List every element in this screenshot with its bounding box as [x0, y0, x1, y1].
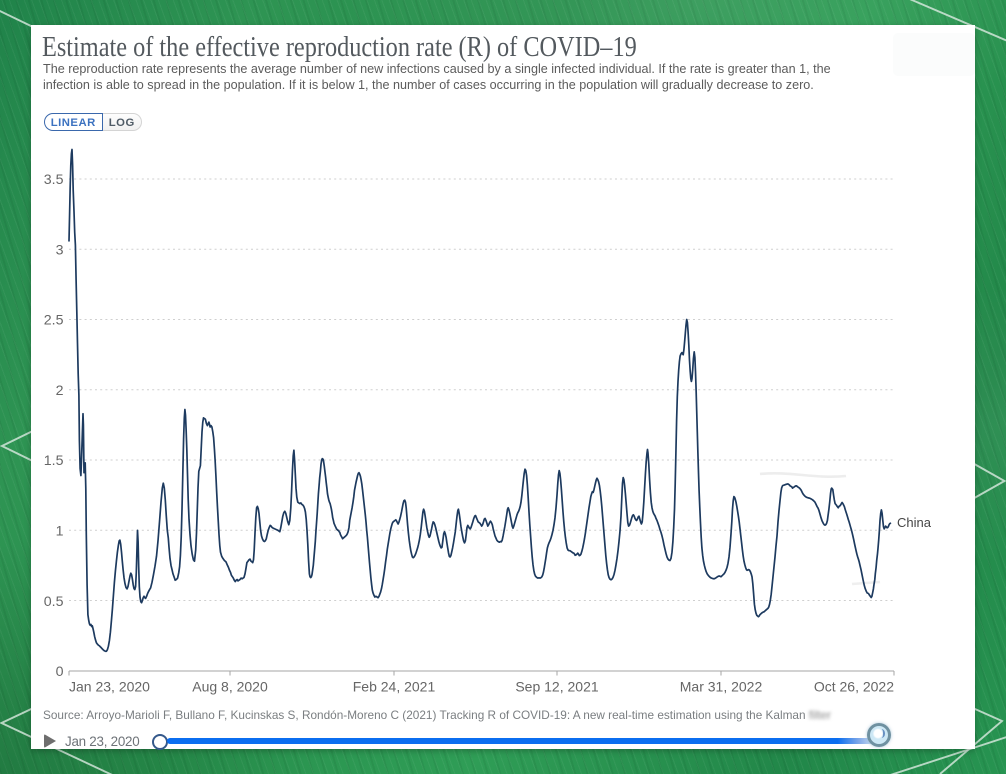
svg-text:Mar 31, 2022: Mar 31, 2022: [680, 679, 763, 695]
svg-text:Aug 8, 2020: Aug 8, 2020: [192, 679, 268, 695]
svg-text:Sep 12, 2021: Sep 12, 2021: [515, 679, 599, 695]
svg-text:0.5: 0.5: [44, 594, 64, 610]
svg-text:Jan 23, 2020: Jan 23, 2020: [69, 679, 150, 695]
svg-text:Feb 24, 2021: Feb 24, 2021: [353, 679, 436, 695]
svg-text:2: 2: [56, 383, 64, 399]
svg-text:3.5: 3.5: [44, 172, 64, 188]
svg-text:China: China: [897, 515, 932, 530]
svg-text:1: 1: [56, 524, 64, 540]
svg-text:3: 3: [56, 243, 64, 259]
svg-text:0: 0: [56, 664, 64, 680]
svg-text:Oct 26, 2022: Oct 26, 2022: [814, 679, 894, 695]
svg-text:2.5: 2.5: [44, 313, 64, 329]
svg-text:1.5: 1.5: [44, 453, 64, 469]
